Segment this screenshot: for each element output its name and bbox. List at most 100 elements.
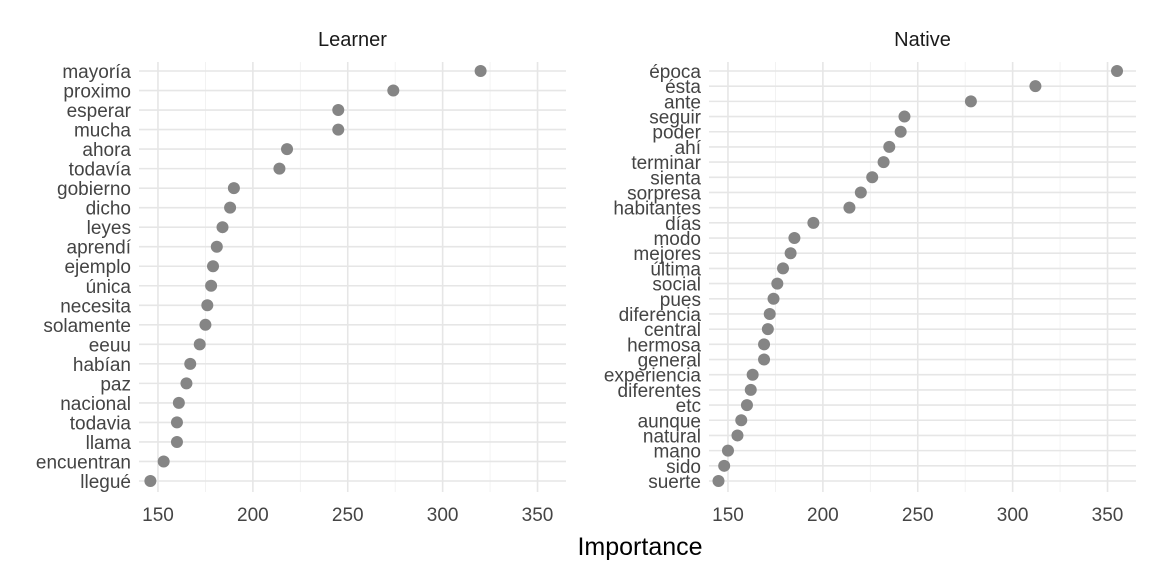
y-tick-label: central — [644, 320, 701, 341]
y-tick-label: general — [638, 351, 701, 372]
data-point — [199, 318, 212, 331]
y-tick-label: esperar — [67, 101, 132, 122]
y-tick-label: modo — [653, 229, 701, 250]
y-tick-label: llegué — [80, 472, 131, 493]
y-tick-label: natural — [643, 426, 701, 447]
y-tick-label: eeuu — [89, 335, 131, 356]
data-point — [877, 156, 890, 169]
data-point — [205, 279, 218, 292]
data-point — [172, 396, 185, 409]
data-point — [387, 84, 400, 97]
y-tick-label: social — [652, 275, 701, 296]
x-tick-label: 350 — [1092, 505, 1124, 526]
y-tick-label: leyes — [87, 218, 131, 239]
y-tick-label: etc — [676, 396, 701, 417]
data-point — [777, 262, 790, 275]
y-tick-label: seguir — [649, 108, 701, 129]
y-tick-label: terminar — [631, 153, 701, 174]
y-tick-label: sido — [666, 457, 701, 478]
data-point — [227, 182, 240, 195]
data-point — [193, 338, 206, 351]
y-tick-label: aunque — [638, 411, 701, 432]
y-tick-label: época — [649, 62, 701, 83]
data-point — [758, 353, 771, 366]
data-point — [735, 414, 748, 427]
data-point — [474, 65, 487, 77]
data-point — [281, 143, 294, 156]
x-tick-label: 350 — [522, 505, 554, 526]
data-point — [964, 95, 977, 108]
data-point — [718, 459, 731, 472]
data-point — [170, 435, 183, 448]
data-point — [771, 277, 784, 290]
data-point — [807, 216, 820, 229]
x-tick-label: 200 — [807, 505, 839, 526]
y-tick-label: suerte — [648, 472, 701, 493]
y-tick-label: encuentran — [36, 452, 131, 473]
y-tick-label: pues — [660, 290, 701, 311]
data-point — [788, 232, 801, 245]
data-point — [184, 357, 197, 370]
y-tick-label: mayoría — [62, 62, 131, 83]
panel-title: Native — [894, 29, 951, 51]
y-tick-label: aprendí — [67, 238, 132, 259]
panel-native: 150 200 250 300 350 Native épocaéstaanteseguir… — [604, 29, 1136, 526]
data-point — [332, 123, 345, 136]
data-point — [843, 201, 856, 214]
data-point — [746, 368, 759, 381]
data-point — [763, 307, 776, 320]
data-point — [201, 299, 214, 312]
panel-learner: 150 200 250 300 350 Learner mayoríaproximoespe… — [36, 29, 566, 526]
y-tick-label: proximo — [63, 82, 131, 103]
data-point — [210, 240, 223, 253]
y-tick-label: sorpresa — [627, 183, 701, 204]
data-point — [761, 323, 774, 336]
x-tick-label: 300 — [427, 505, 459, 526]
y-tick-label: dicho — [86, 199, 131, 220]
data-point — [332, 104, 345, 117]
data-point — [224, 201, 237, 214]
y-tick-label: llama — [86, 433, 132, 454]
data-point — [894, 125, 907, 138]
data-point — [170, 416, 183, 429]
data-point — [767, 292, 780, 305]
y-tick-label: habían — [73, 355, 131, 376]
y-tick-label: nacional — [60, 394, 131, 415]
data-point — [854, 186, 867, 199]
y-tick-label: gobierno — [57, 179, 131, 200]
data-point — [180, 377, 193, 390]
y-tick-label: experiencia — [604, 366, 702, 387]
data-point — [157, 455, 170, 468]
data-point — [216, 221, 229, 234]
data-point — [207, 260, 220, 273]
x-axis-title: Importance — [577, 533, 702, 561]
y-tick-label: todavia — [70, 413, 132, 434]
data-point — [712, 475, 725, 487]
y-tick-label: todavía — [69, 160, 132, 181]
data-point — [866, 171, 879, 184]
data-point — [758, 338, 771, 351]
y-tick-label: solamente — [43, 316, 131, 337]
y-tick-label: paz — [100, 374, 131, 395]
y-tick-label: ahí — [675, 138, 702, 159]
x-tick-label: 250 — [902, 505, 934, 526]
x-tick-label: 150 — [142, 505, 174, 526]
data-point — [1111, 65, 1124, 77]
panel-title: Learner — [318, 29, 387, 51]
x-tick-label: 200 — [237, 505, 269, 526]
data-point — [144, 475, 157, 487]
y-tick-label: mejores — [633, 244, 701, 265]
y-tick-label: última — [650, 259, 701, 280]
y-tick-label: hermosa — [627, 335, 701, 356]
data-point — [731, 429, 744, 442]
y-tick-label: ejemplo — [64, 257, 131, 278]
data-point — [744, 383, 757, 396]
data-point — [784, 247, 797, 260]
y-tick-label: ahora — [82, 140, 131, 161]
data-point — [898, 110, 911, 123]
y-tick-label: diferencia — [619, 305, 702, 326]
y-tick-label: ante — [664, 92, 701, 113]
y-tick-label: necesita — [60, 296, 131, 317]
y-tick-label: única — [86, 277, 132, 298]
